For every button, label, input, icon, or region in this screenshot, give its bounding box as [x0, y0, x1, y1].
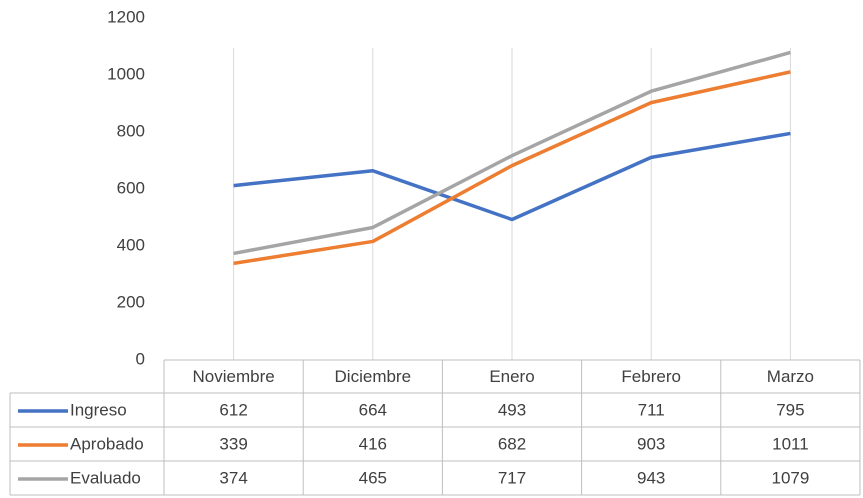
x-tick-label: Enero: [489, 367, 534, 386]
legend-label: Aprobado: [70, 434, 144, 453]
table-value: 711: [638, 400, 665, 419]
legend-label: Ingreso: [70, 400, 127, 419]
y-tick-label: 400: [117, 235, 145, 254]
legend-label: Evaluado: [70, 468, 141, 487]
y-tick-label: 800: [117, 121, 145, 140]
y-tick-label: 200: [117, 292, 145, 311]
table-value: 416: [359, 434, 387, 453]
x-tick-label: Febrero: [621, 367, 681, 386]
series-line: [233, 70, 791, 266]
table-value: 339: [219, 434, 247, 453]
table-value: 903: [637, 434, 665, 453]
series-line: [233, 50, 791, 256]
table-value: 682: [498, 434, 526, 453]
x-tick-label: Diciembre: [335, 367, 412, 386]
x-tick-label: Noviembre: [192, 367, 274, 386]
table-value: 795: [776, 400, 804, 419]
y-tick-label: 1200: [107, 7, 145, 26]
table-value: 374: [219, 468, 247, 487]
table-value: 717: [498, 468, 526, 487]
table-value: 493: [498, 400, 526, 419]
table-value: 612: [219, 400, 247, 419]
y-tick-label: 600: [117, 178, 145, 197]
x-tick-label: Marzo: [767, 367, 814, 386]
table-value: 664: [359, 400, 387, 419]
y-tick-label: 1000: [107, 64, 145, 83]
table-value: 1079: [771, 468, 809, 487]
y-tick-label: 0: [136, 349, 145, 368]
table-value: 1011: [772, 434, 809, 453]
series-line: [233, 131, 791, 222]
table-value: 943: [637, 468, 665, 487]
table-value: 465: [359, 468, 387, 487]
